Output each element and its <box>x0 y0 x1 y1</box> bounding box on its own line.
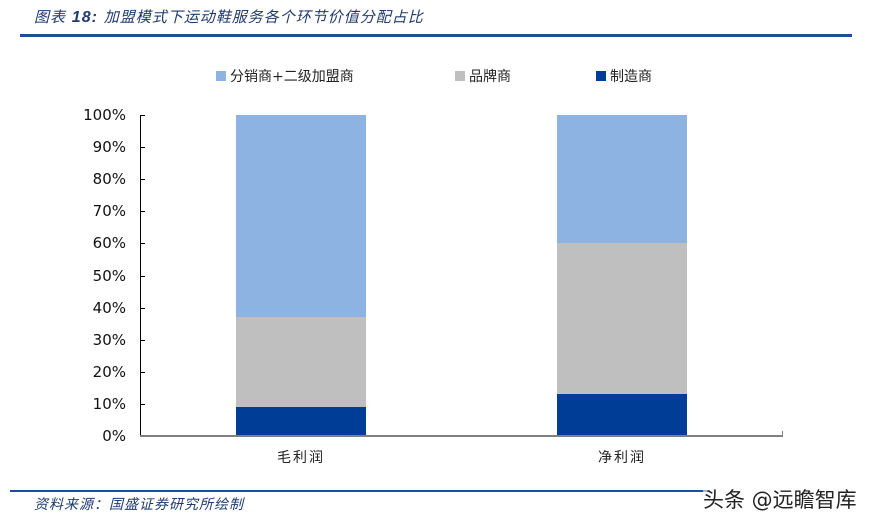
y-axis <box>140 115 141 436</box>
y-tick-label: 80% <box>92 170 126 188</box>
legend: 分销商+二级加盟商 品牌商 制造商 <box>0 66 878 86</box>
y-tick <box>140 211 145 212</box>
y-tick <box>140 115 145 116</box>
y-tick-label: 60% <box>92 234 126 252</box>
y-tick <box>140 340 145 341</box>
y-tick <box>140 276 145 277</box>
bar-segment <box>236 317 366 408</box>
y-tick <box>140 308 145 309</box>
watermark: 头条 @远瞻智库 <box>703 484 857 514</box>
title-number: 18: <box>71 9 98 26</box>
y-tick-label: 50% <box>92 267 126 285</box>
legend-label: 制造商 <box>610 69 652 85</box>
y-tick <box>140 404 145 405</box>
legend-swatch-distributor <box>216 71 226 81</box>
legend-item-brand: 品牌商 <box>455 66 511 86</box>
bar-segment <box>236 115 366 318</box>
bar-net-profit <box>557 115 687 436</box>
y-tick-label: 0% <box>102 427 126 445</box>
legend-item-manufacturer: 制造商 <box>596 66 652 86</box>
legend-swatch-manufacturer <box>596 71 606 81</box>
y-tick <box>140 147 145 148</box>
y-tick-label: 40% <box>92 299 126 317</box>
bar-segment <box>557 115 687 244</box>
title-text: 加盟模式下运动鞋服务各个环节价值分配占比 <box>103 8 424 26</box>
title-prefix: 图表 <box>34 8 67 26</box>
legend-swatch-brand <box>455 71 465 81</box>
x-axis <box>140 435 783 437</box>
legend-item-distributor: 分销商+二级加盟商 <box>216 66 354 86</box>
chart-title: 图表 18: 加盟模式下运动鞋服务各个环节价值分配占比 <box>34 6 424 27</box>
y-tick-label: 100% <box>83 106 126 124</box>
x-category-label: 净利润 <box>598 450 646 466</box>
title-divider <box>20 34 852 37</box>
y-tick <box>140 243 145 244</box>
bar-segment <box>236 407 366 436</box>
y-tick-label: 90% <box>92 138 126 156</box>
y-tick <box>140 372 145 373</box>
bar-segment <box>557 394 687 436</box>
y-tick <box>140 179 145 180</box>
y-tick-label: 70% <box>92 202 126 220</box>
x-category-label: 毛利润 <box>277 450 325 466</box>
footer-divider <box>10 490 710 492</box>
y-tick-label: 20% <box>92 363 126 381</box>
bar-gross-profit <box>236 115 366 436</box>
y-tick-label: 30% <box>92 331 126 349</box>
bar-segment <box>557 243 687 395</box>
legend-label: 分销商+二级加盟商 <box>230 69 354 85</box>
source-note: 资料来源：国盛证券研究所绘制 <box>34 497 244 513</box>
x-axis-end-tick <box>782 431 783 436</box>
legend-label: 品牌商 <box>469 69 511 85</box>
y-tick-label: 10% <box>92 395 126 413</box>
